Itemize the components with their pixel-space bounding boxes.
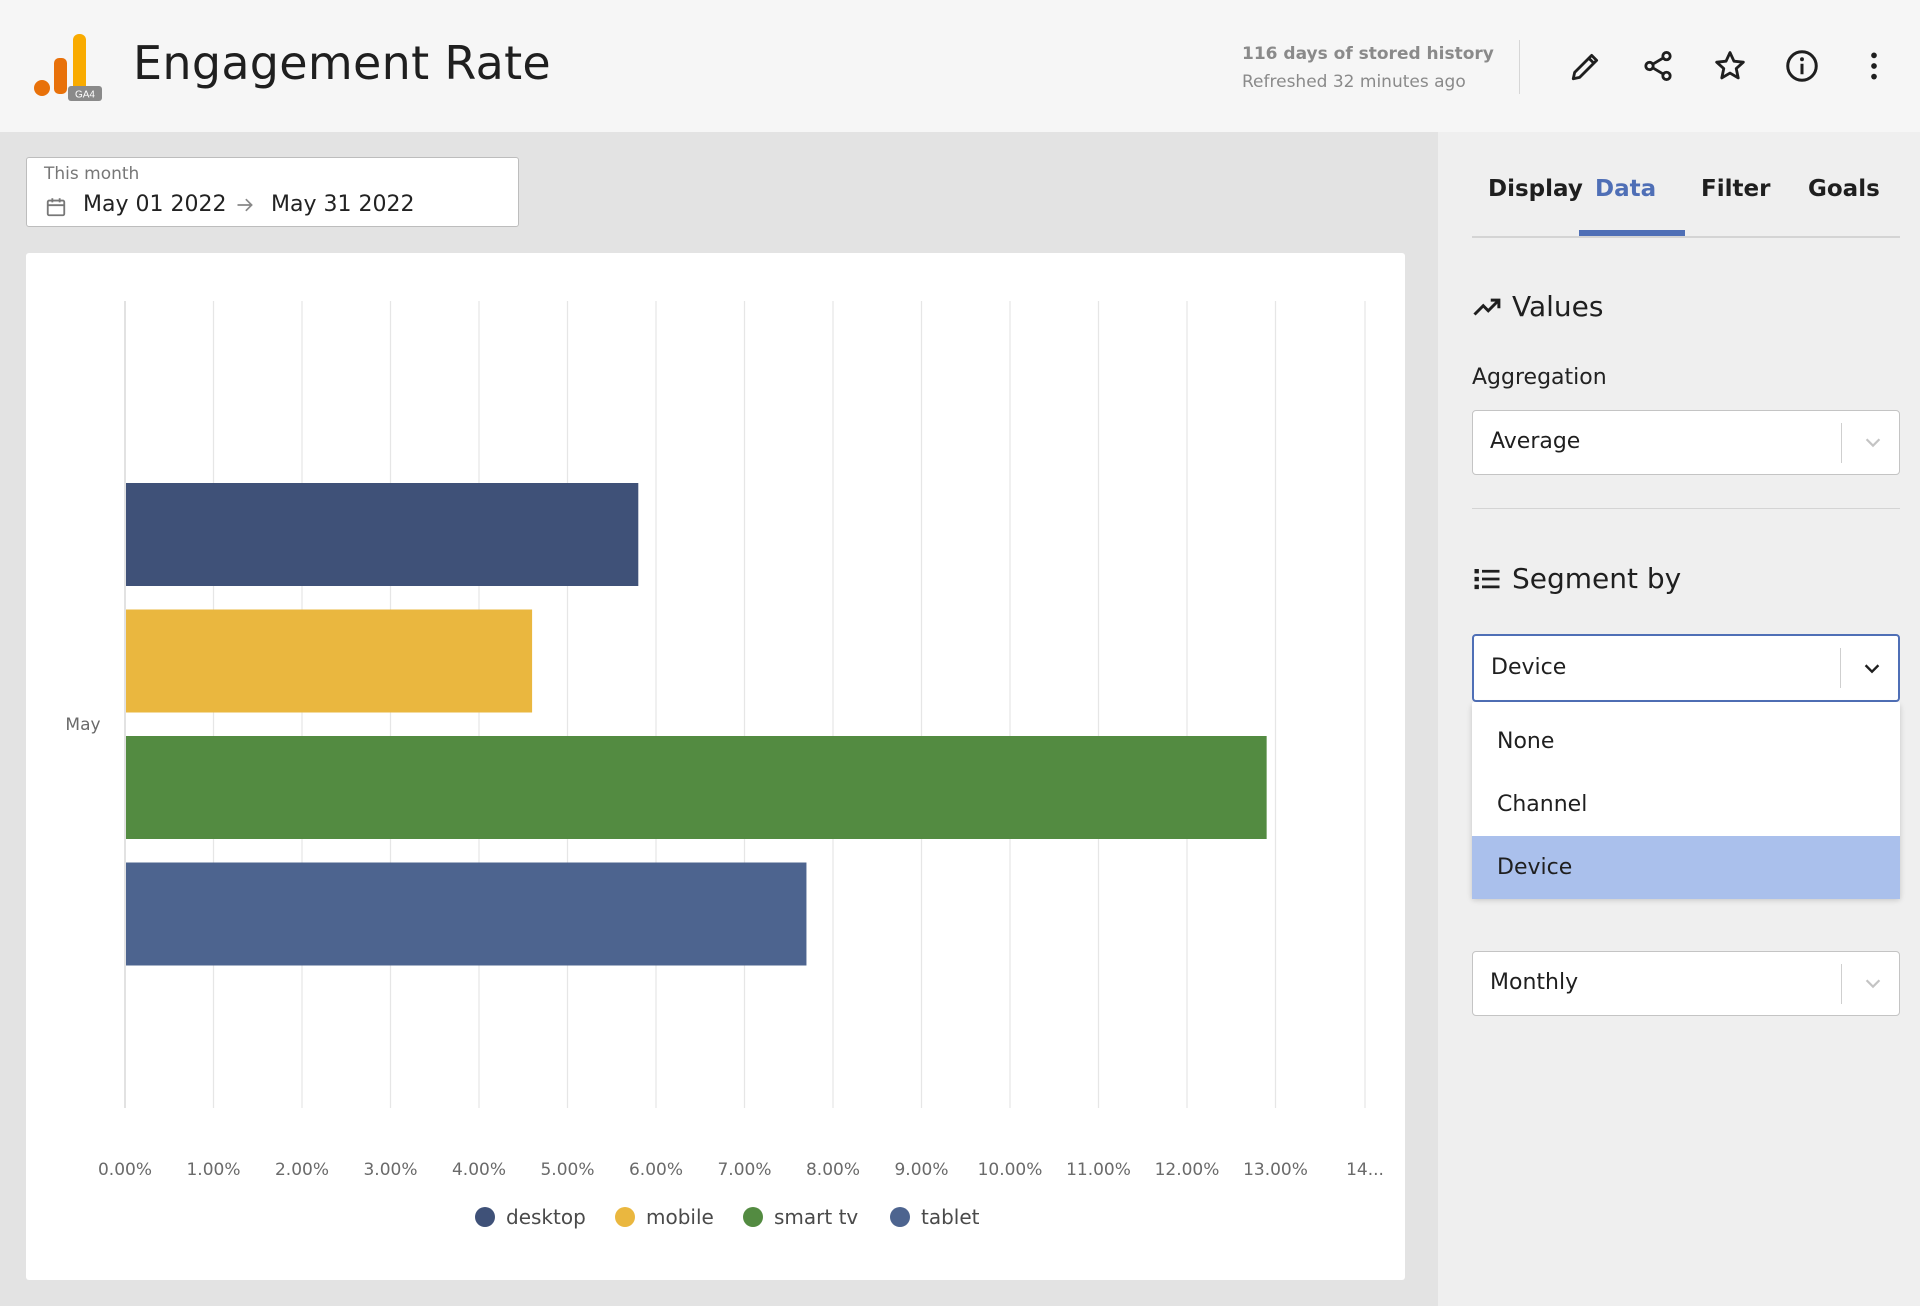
segment-value: Device — [1491, 655, 1567, 680]
panel-tabs: Display Data Filter Goals — [1472, 168, 1900, 238]
legend-label: desktop — [506, 1205, 586, 1229]
legend-label: tablet — [921, 1205, 980, 1229]
list-icon — [1474, 568, 1500, 589]
y-category-label: May — [65, 715, 100, 735]
tab-display[interactable]: Display — [1488, 176, 1583, 202]
more-options-button[interactable] — [1850, 42, 1898, 90]
section-divider — [1472, 508, 1900, 509]
logo-badge: GA4 — [75, 90, 95, 101]
segment-option-channel[interactable]: Channel — [1497, 792, 1588, 817]
bar-tablet — [126, 862, 807, 966]
bar-chart: 0.00% 1.00% 2.00% 3.00% 4.00% 5.00% 6.00% 7.00%… — [65, 301, 1384, 1229]
x-tick-label: 10.00% — [978, 1160, 1043, 1180]
trending-up-icon — [1473, 298, 1501, 316]
chevron-down-icon — [1865, 438, 1881, 448]
select-separator — [1841, 964, 1842, 1004]
segment-section-title: Segment by — [1472, 562, 1681, 595]
date-start: May 01 2022 — [83, 192, 227, 217]
legend-marker — [890, 1207, 910, 1227]
x-tick-label: 1.00% — [186, 1160, 240, 1180]
x-tick-label: 13.00% — [1243, 1160, 1308, 1180]
tab-filter[interactable]: Filter — [1701, 176, 1771, 202]
x-tick-label: 0.00% — [98, 1160, 152, 1180]
header-bar: GA4 Engagement Rate 116 days of stored h… — [0, 0, 1920, 132]
values-title-text: Values — [1512, 290, 1604, 323]
more-vertical-icon — [1871, 52, 1877, 80]
period-select[interactable]: Monthly — [1472, 951, 1900, 1016]
date-range-picker[interactable]: This month May 01 2022 May 31 2022 — [26, 157, 519, 227]
x-tick-label: 9.00% — [894, 1160, 948, 1180]
x-tick-label: 5.00% — [540, 1160, 594, 1180]
legend-label: mobile — [646, 1205, 714, 1229]
bar-mobile — [126, 609, 533, 713]
x-tick-label: 12.00% — [1155, 1160, 1220, 1180]
date-end: May 31 2022 — [271, 192, 415, 217]
edit-button[interactable] — [1562, 42, 1610, 90]
info-button[interactable] — [1778, 42, 1826, 90]
active-tab-indicator — [1579, 230, 1685, 236]
chevron-down-icon — [1865, 979, 1881, 989]
pencil-icon — [1571, 53, 1599, 81]
favorite-button[interactable] — [1706, 42, 1754, 90]
share-icon — [1644, 50, 1672, 82]
segment-option-device[interactable]: Device — [1472, 836, 1900, 899]
x-tick-label: 11.00% — [1066, 1160, 1131, 1180]
x-tick-label: 2.00% — [275, 1160, 329, 1180]
select-separator — [1841, 423, 1842, 463]
calendar-icon — [46, 198, 66, 217]
stored-history-text: 116 days of stored history — [1242, 44, 1494, 64]
arrow-right-icon — [237, 198, 253, 212]
date-range-label: This month — [44, 164, 140, 184]
refreshed-text: Refreshed 32 minutes ago — [1242, 72, 1466, 92]
segment-title-text: Segment by — [1512, 562, 1682, 595]
bar-smart-tv — [126, 736, 1267, 839]
segment-dropdown-menu: None Channel Device — [1472, 702, 1900, 899]
aggregation-value: Average — [1490, 429, 1581, 454]
aggregation-label: Aggregation — [1472, 365, 1607, 390]
segment-select[interactable]: Device — [1472, 634, 1900, 702]
legend-marker — [475, 1207, 495, 1227]
header-divider — [1519, 40, 1520, 94]
values-section-title: Values — [1472, 290, 1603, 323]
share-button[interactable] — [1634, 42, 1682, 90]
x-tick-label: 14... — [1346, 1160, 1384, 1180]
legend-marker — [743, 1207, 763, 1227]
page-title: Engagement Rate — [133, 36, 552, 90]
chart-card: 0.00% 1.00% 2.00% 3.00% 4.00% 5.00% 6.00% 7.00%… — [26, 253, 1405, 1280]
info-icon — [1786, 50, 1818, 82]
select-separator — [1840, 648, 1841, 688]
star-icon — [1715, 51, 1745, 80]
x-tick-label: 3.00% — [363, 1160, 417, 1180]
segment-option-none[interactable]: None — [1497, 729, 1555, 754]
history-info: 116 days of stored history Refreshed 32 … — [1242, 40, 1494, 96]
tab-data[interactable]: Data — [1595, 176, 1657, 202]
google-analytics-logo: GA4 — [34, 34, 102, 101]
legend-marker — [615, 1207, 635, 1227]
x-tick-label: 8.00% — [806, 1160, 860, 1180]
x-tick-label: 4.00% — [452, 1160, 506, 1180]
legend-label: smart tv — [774, 1205, 858, 1229]
x-tick-label: 7.00% — [717, 1160, 771, 1180]
period-value: Monthly — [1490, 970, 1579, 995]
bar-desktop — [126, 483, 639, 586]
chevron-down-icon — [1864, 664, 1880, 674]
settings-panel: Display Data Filter Goals Values Aggrega… — [1438, 132, 1920, 1306]
tab-goals[interactable]: Goals — [1808, 176, 1880, 202]
x-tick-label: 6.00% — [629, 1160, 683, 1180]
aggregation-select[interactable]: Average — [1472, 410, 1900, 475]
